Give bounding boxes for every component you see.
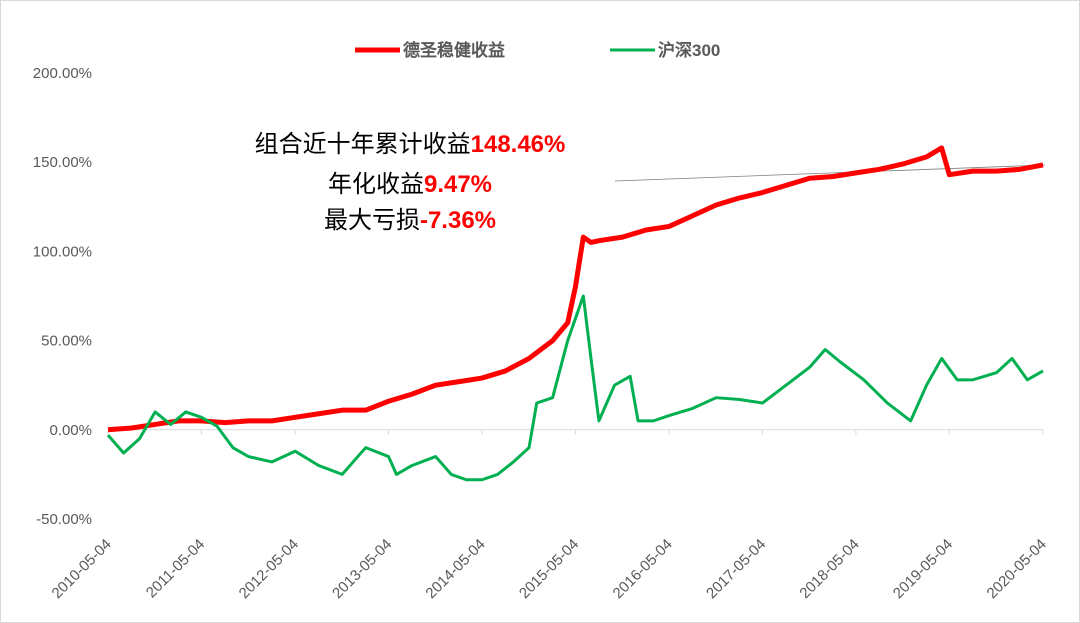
y-tick-label: 150.00% xyxy=(33,154,92,171)
y-tick-label: 0.00% xyxy=(49,422,92,439)
y-tick-label: 100.00% xyxy=(33,243,92,260)
legend-label: 德圣稳健收益 xyxy=(403,40,505,60)
annotation-label: 最大亏损 xyxy=(324,206,420,234)
series-line xyxy=(106,294,1044,482)
y-tick-label: -50.00% xyxy=(36,511,92,528)
annotation: 年化收益9.47% xyxy=(328,170,492,198)
annotation-label: 组合近十年累计收益 xyxy=(255,130,471,158)
series-line xyxy=(107,145,1044,433)
annotation-value: 148.46% xyxy=(471,131,566,158)
y-tick-label: 50.00% xyxy=(41,333,92,350)
annotation-value: -7.36% xyxy=(420,207,496,234)
annotation-value: 9.47% xyxy=(424,171,492,198)
annotation: 最大亏损-7.36% xyxy=(324,206,496,234)
y-tick-label: 200.00% xyxy=(33,65,92,82)
annotation-label: 年化收益 xyxy=(328,170,424,198)
trend-line xyxy=(614,164,1046,182)
annotation: 组合近十年累计收益148.46% xyxy=(255,130,566,158)
legend-label: 沪深300 xyxy=(658,40,720,60)
